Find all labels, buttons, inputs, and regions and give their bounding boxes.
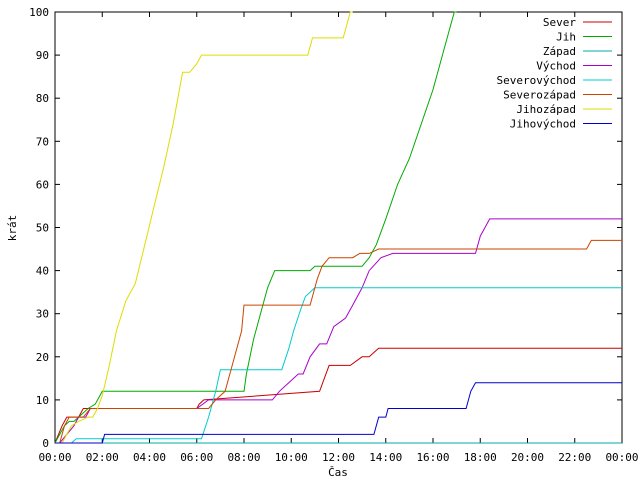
x-tick-label: 20:00: [511, 451, 544, 464]
legend-label: Jihovýchod: [510, 118, 576, 131]
x-tick-label: 08:00: [227, 451, 260, 464]
legend-label: Jihozápad: [516, 103, 576, 116]
x-tick-label: 04:00: [133, 451, 166, 464]
y-tick-label: 50: [36, 222, 49, 235]
y-tick-label: 70: [36, 135, 49, 148]
legend-label: Západ: [543, 45, 576, 58]
legend-label: Severozápad: [503, 89, 576, 102]
x-tick-label: 10:00: [275, 451, 308, 464]
x-tick-label: 00:00: [38, 451, 71, 464]
x-axis: 00:00 02:00 04:00 06:00 08:00 10:00 12:00 14:00…: [38, 12, 639, 464]
legend-label: Sever: [543, 16, 576, 29]
x-tick-label: 12:00: [322, 451, 355, 464]
series-line-4: [55, 218, 622, 444]
y-tick-label: 20: [36, 351, 49, 364]
y-tick-label: 10: [36, 394, 49, 407]
legend-label: Východ: [536, 60, 576, 73]
legend-label: Jih: [556, 31, 576, 44]
series-layer: [54, 11, 622, 444]
series-line-7: [55, 11, 353, 444]
series-line-6: [55, 239, 622, 444]
x-axis-label: Čas: [328, 466, 348, 479]
series-line-5: [55, 287, 622, 444]
y-tick-label: 100: [29, 6, 49, 19]
x-tick-label: 06:00: [180, 451, 213, 464]
x-tick-label: 14:00: [369, 451, 402, 464]
y-tick-label: 90: [36, 49, 49, 62]
x-tick-label: 16:00: [416, 451, 449, 464]
x-tick-label: 18:00: [464, 451, 497, 464]
y-tick-label: 80: [36, 92, 49, 105]
series-line-8: [55, 382, 622, 444]
y-tick-label: 40: [36, 265, 49, 278]
series-line-1: [54, 347, 622, 444]
y-tick-label: 60: [36, 178, 49, 191]
x-tick-label: 02:00: [86, 451, 119, 464]
legend-label: Severovýchod: [497, 74, 576, 87]
y-tick-label: 30: [36, 308, 49, 321]
x-tick-label: 22:00: [558, 451, 591, 464]
y-axis: 0 10 20 30 40 50 60 70 80 90 100: [29, 6, 622, 450]
series-line-2: [54, 11, 457, 444]
x-tick-label: 00:00: [605, 451, 638, 464]
y-axis-label: krát: [6, 215, 19, 242]
y-tick-label: 0: [42, 437, 49, 450]
